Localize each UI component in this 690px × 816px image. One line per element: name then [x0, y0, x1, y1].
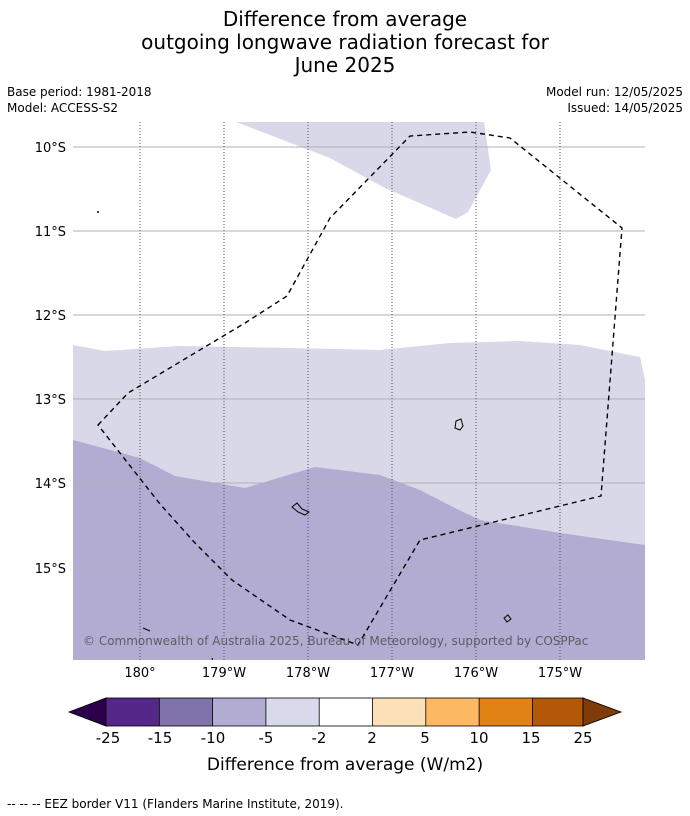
- colorbar-tick-label: 25: [573, 729, 592, 747]
- colorbar-label: Difference from average (W/m2): [207, 755, 483, 775]
- colorbar-tick-label: -15: [148, 729, 173, 747]
- lat-label-14s: 14°S: [35, 477, 66, 492]
- lat-label-13s: 13°S: [35, 393, 66, 408]
- island-shape: [142, 627, 151, 632]
- lon-label-180: 180°: [124, 666, 155, 681]
- meta-left: Base period: 1981-2018 Model: ACCESS-S2: [7, 84, 152, 116]
- title-line-2: outgoing longwave radiation forecast for: [141, 30, 549, 54]
- colorbar-arrow-low: [67, 697, 107, 727]
- copyright-text: © Commonwealth of Australia 2025, Bureau…: [83, 634, 588, 648]
- lon-label-175w: 175°W: [538, 666, 582, 681]
- eez-footnote: -- -- -- EEZ border V11 (Flanders Marine…: [7, 797, 344, 811]
- eez-border: [97, 131, 623, 646]
- colorbar-segment: [212, 698, 266, 726]
- colorbar-segment: [532, 698, 583, 726]
- anomaly-region-light-top: [236, 122, 491, 219]
- latitude-gridlines: [73, 146, 645, 569]
- lon-label-176w: 176°W: [454, 666, 498, 681]
- colorbar-tick-label: -5: [259, 729, 274, 747]
- island-shape: [503, 614, 512, 623]
- colorbar-segment: [479, 698, 533, 726]
- colorbar-tick-label: 15: [521, 729, 540, 747]
- colorbar-tick-label: -25: [96, 729, 121, 747]
- lon-label-179w: 179°W: [202, 666, 246, 681]
- colorbar-segment: [106, 698, 160, 726]
- island-shape: [454, 418, 464, 431]
- island-shape: [211, 657, 214, 660]
- colorbar: -25 -15 -10 -5 -2 2 5 10 15 25 Differenc…: [67, 697, 623, 775]
- colorbar-tick-label: 5: [420, 729, 430, 747]
- colorbar-segment: [159, 698, 213, 726]
- lat-label-15s: 15°S: [35, 562, 66, 577]
- meta-right: Model run: 12/05/2025 Issued: 14/05/2025: [546, 84, 683, 116]
- lon-label-178w: 178°W: [286, 666, 330, 681]
- lon-label-177w: 177°W: [370, 666, 414, 681]
- colorbar-tick-label: -2: [312, 729, 327, 747]
- map-area: © Commonwealth of Australia 2025, Bureau…: [73, 122, 645, 660]
- colorbar-segment: [425, 698, 480, 726]
- model-text: Model: ACCESS-S2: [7, 101, 119, 115]
- colorbar-tick-label: -10: [201, 729, 226, 747]
- map-title: Difference from average outgoing longwav…: [0, 8, 690, 77]
- model-run-text: Model run: 12/05/2025: [545, 85, 683, 99]
- issued-text: Issued: 14/05/2025: [567, 101, 683, 115]
- lat-label-10s: 10°S: [35, 141, 66, 156]
- colorbar-tick-label: 2: [367, 729, 377, 747]
- island-dot: [97, 211, 99, 213]
- base-period-text: Base period: 1981-2018: [7, 85, 152, 99]
- colorbar-segment: [372, 698, 426, 726]
- colorbar-segment: [265, 698, 320, 726]
- island-shape: [291, 502, 310, 516]
- lat-label-12s: 12°S: [35, 309, 66, 324]
- title-line-1: Difference from average: [222, 7, 468, 31]
- colorbar-tick-label: 10: [469, 729, 488, 747]
- colorbar-segment: [319, 698, 373, 726]
- lat-label-11s: 11°S: [35, 225, 66, 240]
- anomaly-region-dark-bottom: [73, 440, 645, 660]
- colorbar-arrow-high: [582, 697, 623, 727]
- title-line-3: June 2025: [294, 53, 396, 77]
